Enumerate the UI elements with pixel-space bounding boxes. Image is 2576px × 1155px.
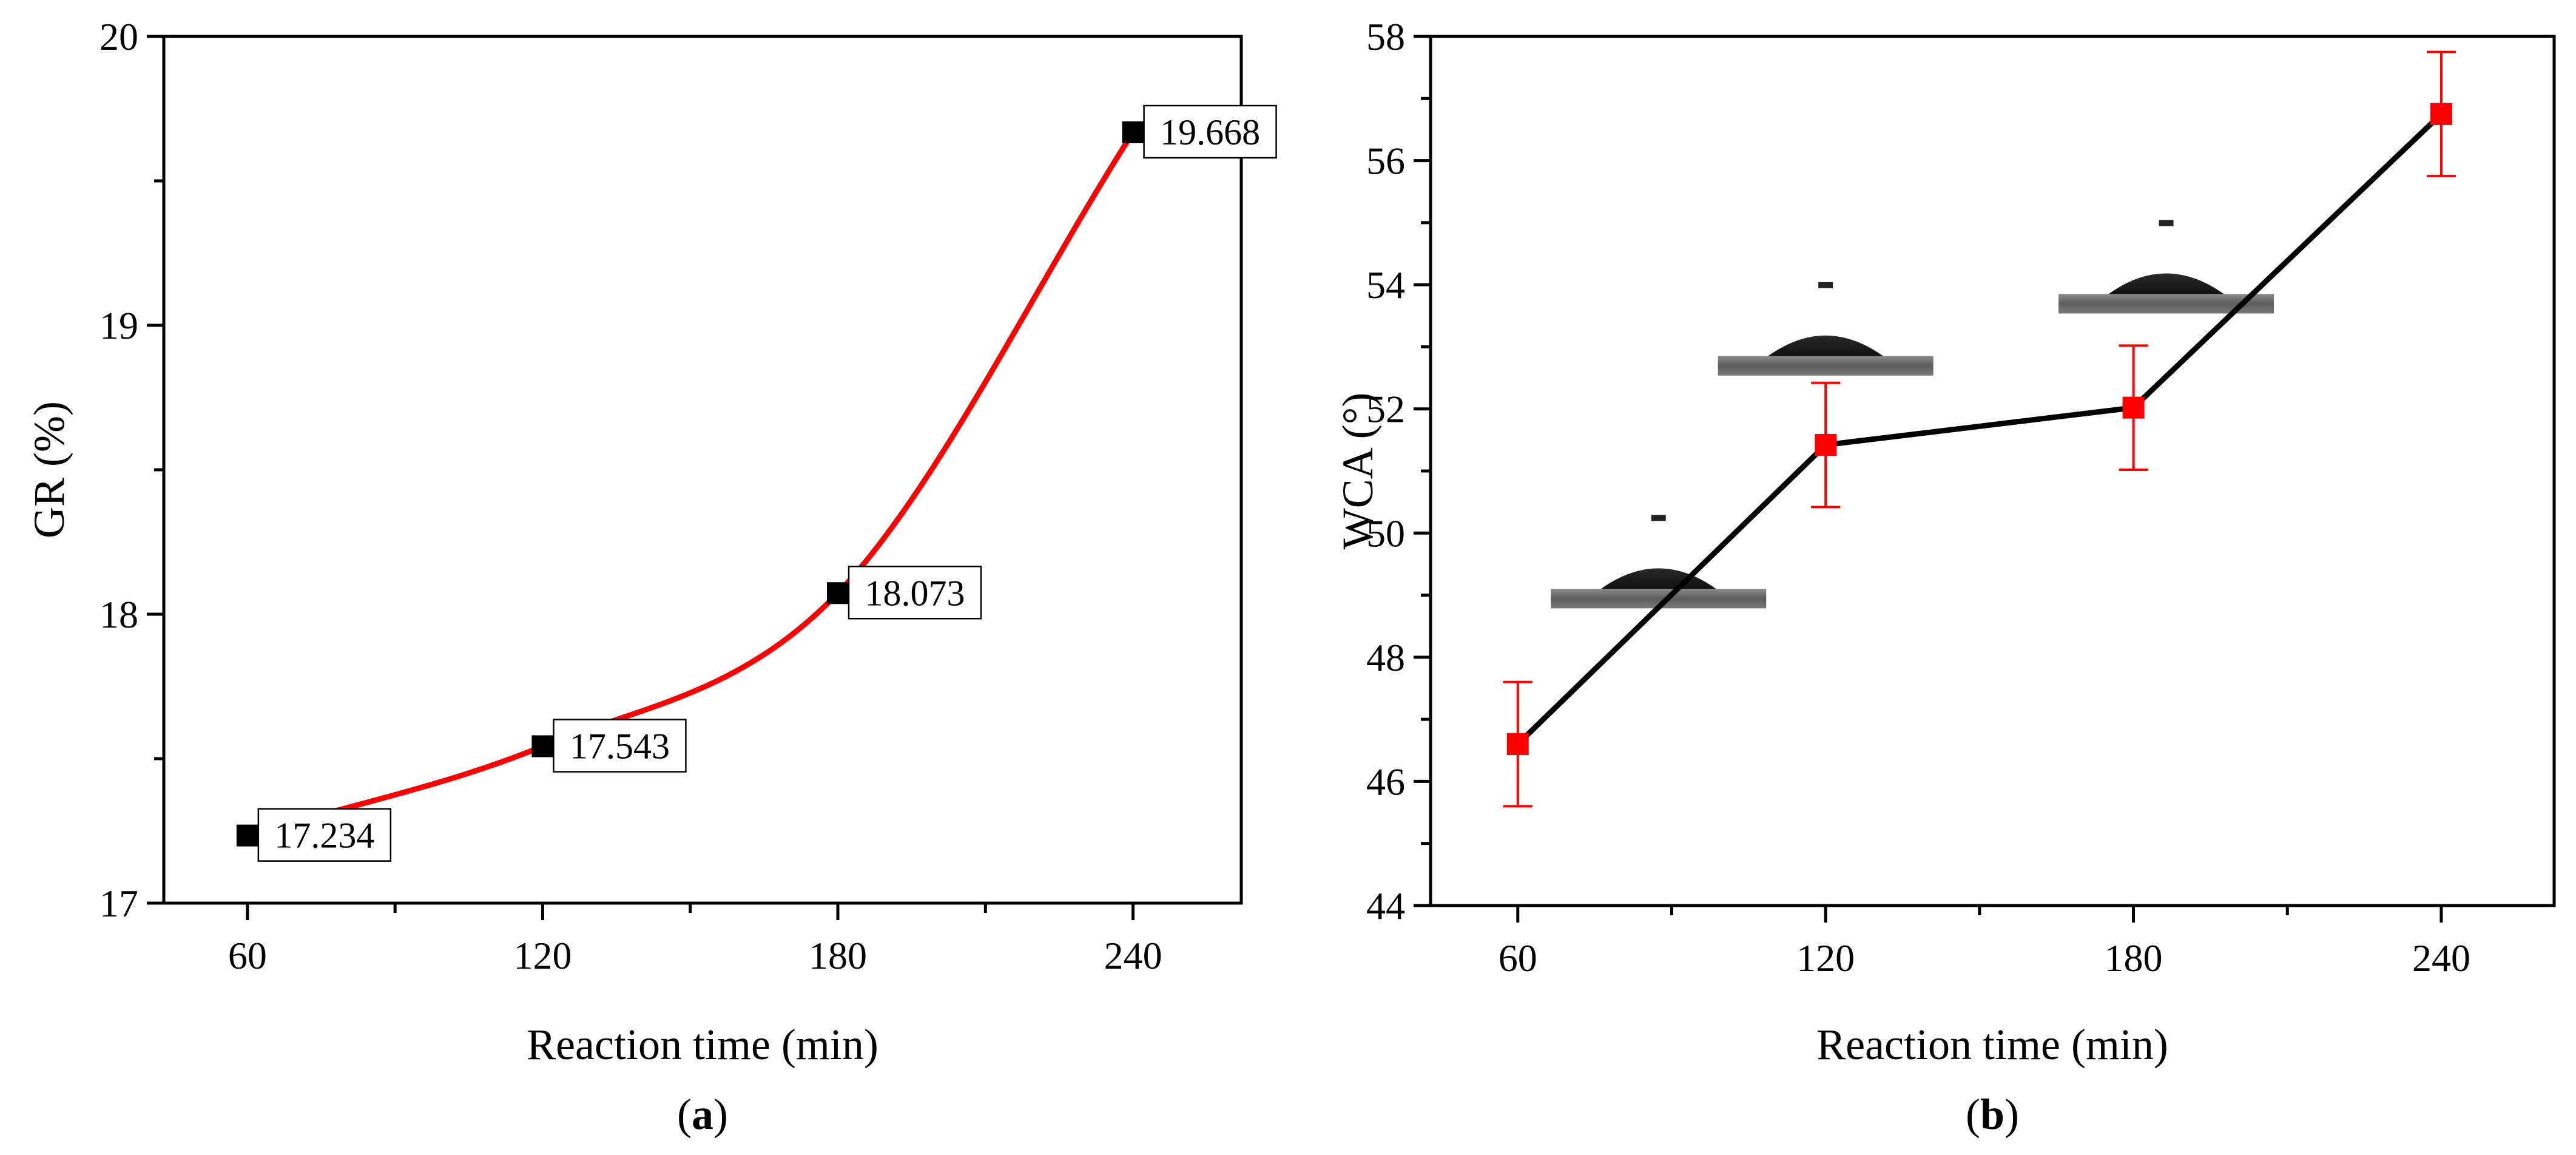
x-tick-label: 120	[513, 934, 572, 977]
data-marks-b	[1503, 50, 2456, 808]
data-point-marker	[236, 824, 258, 847]
data-point-marker	[2430, 103, 2452, 125]
axis-ticks-a	[147, 35, 1135, 920]
data-label-box	[1143, 104, 1277, 159]
x-tick-label: 60	[1499, 937, 1537, 980]
droplet-inset	[1718, 282, 1934, 376]
data-label: 19.668	[1160, 112, 1260, 152]
x-tick-label: 180	[2105, 937, 2163, 980]
y-tick-label: 17	[99, 882, 138, 925]
plot-frame-a	[162, 35, 1243, 905]
panel-label-b: (b)	[1966, 1090, 2019, 1139]
droplet-inset	[1551, 515, 1767, 609]
x-tick-label: 240	[1104, 934, 1162, 977]
x-tick-label: 240	[2412, 937, 2470, 980]
y-tick-label: 19	[99, 304, 138, 347]
y-tick-label: 54	[1366, 263, 1405, 307]
y-tick-label: 56	[1366, 140, 1405, 183]
data-point-marker	[1122, 121, 1144, 144]
data-marks-a: 17.234 17.543 18.073 19.668	[236, 104, 1277, 862]
data-point-marker	[531, 735, 554, 757]
x-tick-label: 120	[1796, 937, 1855, 980]
water-droplet	[2108, 273, 2224, 294]
data-label-box	[553, 719, 687, 773]
axis-ticks-b	[1414, 35, 2443, 923]
tick-labels-a: 60 120 180 240 17 18 19 20	[99, 15, 1162, 977]
y-tick-label: 50	[1366, 512, 1405, 555]
data-label-box	[257, 808, 392, 862]
data-point-marker	[2122, 396, 2145, 419]
needle-tip	[1818, 282, 1833, 288]
y-tick-label: 44	[1366, 884, 1405, 927]
droplet-insets-b	[1551, 220, 2274, 609]
x-axis-title-b: Reaction time (min)	[1816, 1020, 2168, 1069]
chart-panel-a: 60 120 180 240 17 18 19 20 17.234 17.543 18.073 19…	[25, 15, 1277, 1139]
y-tick-label: 20	[99, 15, 138, 58]
y-tick-label: 46	[1366, 760, 1405, 803]
data-point-marker	[1815, 434, 1837, 456]
data-point-marker	[1506, 733, 1529, 756]
y-axis-title-b: WCA (°)	[1334, 393, 1382, 550]
x-tick-label: 60	[228, 934, 267, 977]
data-label: 17.543	[570, 727, 670, 767]
y-tick-label: 52	[1366, 388, 1405, 431]
y-axis-title-a: GR (%)	[25, 401, 73, 538]
droplet-inset	[2058, 220, 2274, 314]
data-label-box	[848, 566, 982, 620]
y-tick-label: 48	[1366, 636, 1405, 679]
needle-tip	[2159, 220, 2174, 226]
water-droplet	[1600, 568, 1716, 589]
needle-tip	[1651, 515, 1666, 521]
fit-curve-a	[246, 130, 1136, 838]
substrate-bar	[1718, 356, 1934, 376]
tick-labels-b: 60 120 180 240 44 46 48 50 52 54 56 58	[1366, 15, 2470, 980]
x-tick-label: 180	[809, 934, 867, 977]
y-tick-label: 58	[1366, 15, 1405, 58]
data-point-marker	[827, 582, 849, 605]
chart-panel-b: 60 120 180 240 44 46 48 50 52 54 56 58 Reaction tim…	[1334, 15, 2556, 1139]
y-tick-label: 18	[99, 593, 138, 636]
series-line-b	[1516, 112, 2444, 747]
x-axis-title-a: Reaction time (min)	[527, 1020, 878, 1069]
data-label: 17.234	[274, 816, 374, 856]
water-droplet	[1768, 335, 1884, 356]
panel-label-a: (a)	[677, 1090, 728, 1139]
data-label: 18.073	[865, 573, 965, 613]
